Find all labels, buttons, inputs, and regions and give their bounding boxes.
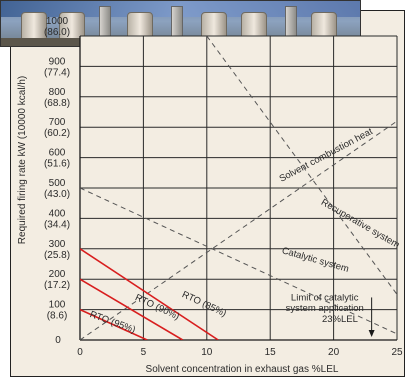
series-line-1: [80, 120, 397, 340]
y-tick-sublabel: (60.2): [44, 128, 70, 139]
y-tick-sublabel: (43.0): [44, 189, 70, 200]
axis-layer: Solvent concentration in exhaust gas %LE…: [17, 76, 339, 375]
y-tick-sublabel: (51.6): [44, 159, 70, 170]
series-line-4: [80, 308, 148, 340]
x-tick-label: 0: [77, 347, 83, 358]
series-line-3: [80, 187, 397, 335]
y-tick-label: 500: [49, 178, 66, 189]
y-tick-sublabel: (86.0): [44, 27, 70, 38]
y-axis-label: Required firing rate kW (10000 kcal/h): [17, 76, 28, 244]
y-tick-sublabel: (77.4): [44, 67, 70, 78]
x-tick-label: 25: [391, 347, 403, 358]
y-tick-sublabel: (8.6): [47, 311, 68, 322]
y-tick-label: 800: [49, 87, 66, 98]
y-tick-label: 300: [49, 239, 66, 250]
y-tick-label: 100: [49, 300, 66, 311]
x-tick-label: 10: [201, 347, 213, 358]
y-tick-label: 700: [49, 117, 66, 128]
x-axis-label: Solvent concentration in exhaust gas %LE…: [146, 364, 339, 375]
series-line-5: [80, 278, 184, 340]
annotation-text: 23%LEL: [322, 314, 358, 325]
x-tick-label: 5: [141, 347, 147, 358]
y-tick-sublabel: (25.8): [44, 250, 70, 261]
y-tick-sublabel: (68.8): [44, 98, 70, 109]
annotation-text: system application: [286, 303, 364, 314]
y-tick-label: 900: [49, 56, 66, 67]
y-tick-label: 600: [49, 148, 66, 159]
x-tick-label: 15: [265, 347, 277, 358]
y-tick-label: 400: [49, 208, 66, 219]
y-tick-label: 200: [49, 269, 66, 280]
grid-layer: [79, 35, 398, 341]
series-layer: [80, 36, 397, 340]
x-tick-label: 20: [328, 347, 340, 358]
limit-arrow-head: [368, 329, 375, 337]
y-tick-sublabel: (17.2): [44, 280, 70, 291]
annotation-text: Limit of catalytic: [291, 292, 359, 303]
y-tick-label: 0: [55, 335, 61, 346]
y-tick-label: 1000: [46, 16, 69, 27]
series-line-6: [80, 248, 219, 340]
y-tick-sublabel: (34.4): [44, 219, 70, 230]
